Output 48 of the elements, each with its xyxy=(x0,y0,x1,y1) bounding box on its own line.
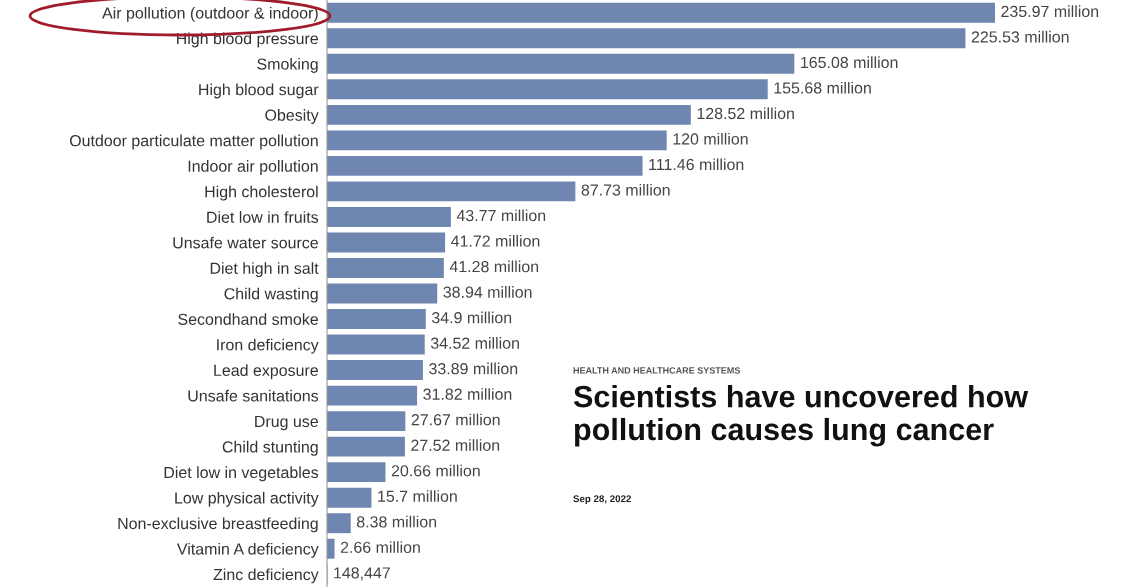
data-label: 225.53 million xyxy=(971,30,1069,43)
y-tick-label: High cholesterol xyxy=(205,185,318,201)
data-label: 27.52 million xyxy=(411,439,500,451)
data-label: 128.52 million xyxy=(697,107,794,120)
data-label: 43.77 million xyxy=(456,209,546,222)
y-tick-label: Secondhand smoke xyxy=(178,313,318,325)
y-tick-label: Non-exclusive breastfeeding xyxy=(118,517,318,533)
data-label: 34.9 million xyxy=(431,311,512,324)
y-tick-label: Obesity xyxy=(265,109,319,124)
data-label: 41.72 million xyxy=(451,235,540,247)
y-tick-label: Diet low in vegetables xyxy=(164,466,319,482)
data-label: 41.28 million xyxy=(449,260,539,273)
data-label: 148,447 xyxy=(334,567,390,581)
y-tick-label: Smoking xyxy=(257,58,318,73)
y-tick-label: Air pollution (outdoor & indoor) xyxy=(102,6,318,22)
data-label: 87.73 million xyxy=(581,183,670,196)
data-label: 15.7 million xyxy=(378,490,457,502)
annotation: Sep 28, 2022 xyxy=(573,495,631,505)
y-tick-label: Diet low in fruits xyxy=(207,211,319,223)
y-tick-label: Drug use xyxy=(255,415,318,431)
data-label: 120 million xyxy=(673,132,748,145)
data-label: 33.89 million xyxy=(429,362,518,375)
y-tick-label: Zinc deficiency xyxy=(213,568,319,584)
y-tick-label: Low physical activity xyxy=(175,491,319,507)
y-tick-label: Unsafe water source xyxy=(173,236,318,249)
data-label: 155.68 million xyxy=(774,81,871,94)
y-tick-label: Lead exposure xyxy=(214,364,318,380)
data-label: 20.66 million xyxy=(391,464,480,477)
data-label: 8.38 million xyxy=(356,515,437,528)
y-tick-label: High blood sugar xyxy=(199,83,319,99)
y-tick-label: Unsafe sanitations xyxy=(188,389,319,402)
y-tick-label: Diet high in salt xyxy=(210,262,319,278)
y-tick-label: Child stunting xyxy=(222,440,318,456)
annotation: Scientists have uncovered how pollution causes lung cancer xyxy=(573,385,1029,447)
data-label: 235.97 million xyxy=(1001,5,1099,18)
y-tick-label: Outdoor particulate matter pollution xyxy=(69,134,318,150)
data-label: 38.94 million xyxy=(443,286,532,298)
y-tick-label: Child wasting xyxy=(224,287,318,303)
data-label: 27.67 million xyxy=(411,413,500,426)
annotation: HEALTH AND HEALTHCARE SYSTEMS xyxy=(573,367,740,374)
data-label: 31.82 million xyxy=(423,388,512,400)
data-label: 34.52 million xyxy=(430,337,519,349)
y-tick-label: Iron deficiency xyxy=(217,338,319,354)
data-label: 165.08 million xyxy=(801,56,898,69)
y-tick-label: Vitamin A deficiency xyxy=(176,542,319,558)
data-label: 2.66 million xyxy=(340,541,420,553)
y-tick-label: Indoor air pollution xyxy=(188,160,318,175)
data-label: 111.46 million xyxy=(649,158,744,171)
